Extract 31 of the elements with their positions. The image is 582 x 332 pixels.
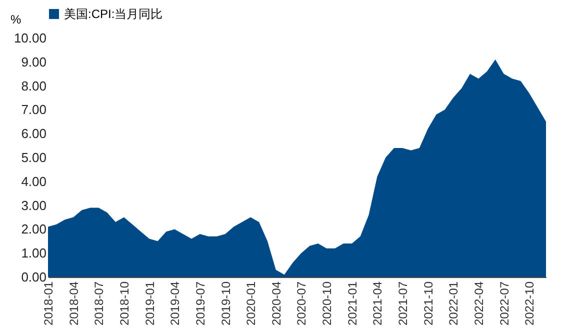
x-tick-label: 2018-07 <box>92 281 106 326</box>
x-tick-label: 2021-04 <box>370 281 385 326</box>
x-tick-label: 2022-04 <box>472 281 486 326</box>
y-tick-label: 6.00 <box>21 126 46 142</box>
x-tick-label: 2019-10 <box>218 281 233 326</box>
y-tick-label: 8.00 <box>21 78 46 94</box>
x-tick-label: 2020-10 <box>320 281 334 326</box>
y-tick-label: 9.00 <box>21 54 46 70</box>
x-tick-label: 2019-01 <box>142 281 157 326</box>
x-tick-label: 2021-07 <box>396 281 410 326</box>
x-tick-label: 2020-04 <box>269 281 284 326</box>
x-tick-label: 2020-01 <box>244 281 258 326</box>
x-tick-label: 2021-10 <box>421 281 436 326</box>
y-tick-label: 4.00 <box>21 174 46 189</box>
y-tick-label: 5.00 <box>21 150 46 165</box>
x-tick-label: 2018-04 <box>66 281 81 326</box>
y-tick-label: 2.00 <box>21 222 46 237</box>
y-tick-label: 3.00 <box>21 198 46 213</box>
x-tick-label: 2021-01 <box>345 281 360 326</box>
x-tick-label: 2022-07 <box>497 281 512 326</box>
x-tick-label: 2019-04 <box>168 281 182 326</box>
x-tick-label: 2020-07 <box>294 281 309 326</box>
y-axis-title: % <box>10 12 22 26</box>
y-tick-label: 1.00 <box>21 246 46 261</box>
y-tick-label: 10.00 <box>14 30 46 46</box>
legend-label: 美国:CPI:当月同比 <box>64 7 163 21</box>
y-tick-label: 7.00 <box>21 102 46 118</box>
x-tick-label: 2018-10 <box>117 281 132 326</box>
x-tick-label: 2019-07 <box>193 281 208 326</box>
x-tick-label: 2022-01 <box>446 281 461 326</box>
x-tick-label: 2022-10 <box>522 281 537 326</box>
